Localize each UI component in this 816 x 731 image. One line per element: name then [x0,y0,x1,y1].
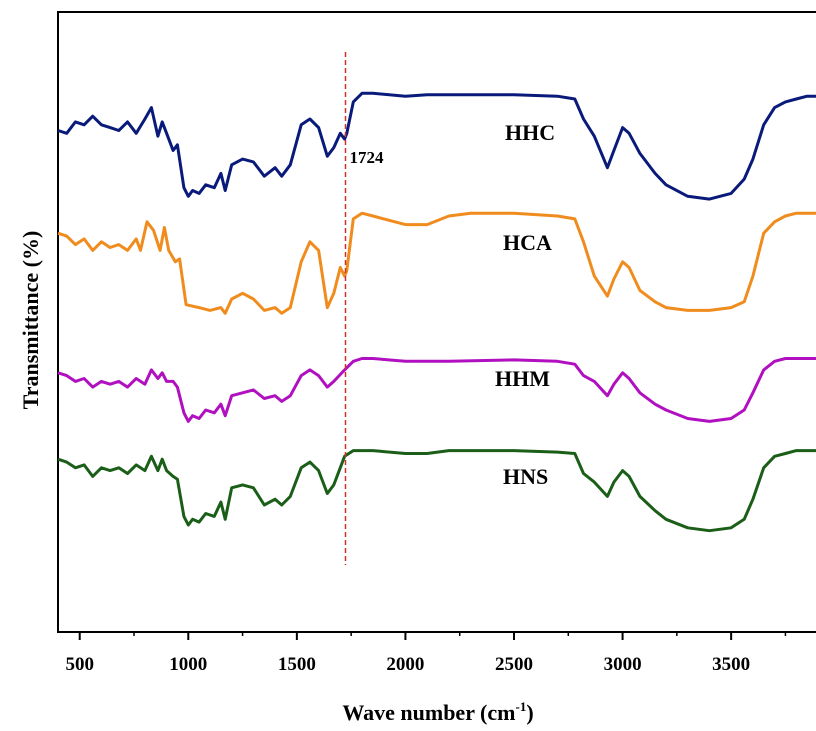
x-tick-label-2000: 2000 [386,654,424,675]
series-line-hca [57,211,816,315]
series-label-hhc: HHC [505,120,555,145]
y-axis-title: Transmittance (%) [18,231,43,410]
series-layer [57,91,816,533]
annotation-label-1724: 1724 [349,148,384,167]
x-tick-label-500: 500 [65,654,94,675]
series-label-hns: HNS [503,464,548,489]
x-ticks: 500 1000 1500 2000 2500 3000 3500 [65,632,787,675]
series-label-hhm: HHM [495,366,550,391]
annotation-layer: 1724 [344,52,384,565]
series-line-hhm [57,357,816,423]
series-line-hns [57,449,816,533]
x-tick-label-3500: 3500 [712,654,750,675]
x-tick-label-1000: 1000 [169,654,207,675]
series-label-hca: HCA [503,230,552,255]
series-labels: HHC HCA HHM HNS [495,120,555,489]
x-tick-label-2500: 2500 [495,654,533,675]
series-line-hhc [57,91,816,201]
x-tick-label-1500: 1500 [278,654,316,675]
x-tick-label-3000: 3000 [604,654,642,675]
x-axis-title: Wave number (cm-1) [342,699,533,725]
plot-frame [57,11,816,633]
